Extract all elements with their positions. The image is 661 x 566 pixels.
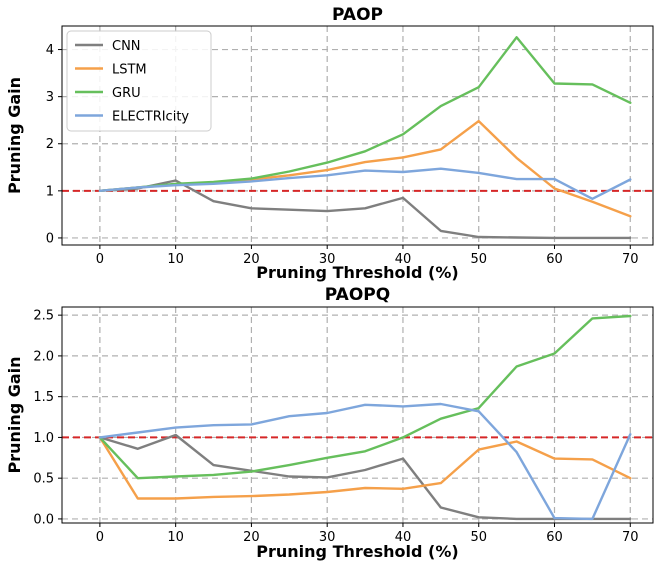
y-tick-label: 0.5 bbox=[33, 472, 54, 487]
x-tick-label: 60 bbox=[546, 252, 563, 267]
legend-label: ELECTRIcity bbox=[112, 110, 189, 125]
y-tick-label: 0 bbox=[46, 231, 54, 246]
y-tick-label: 2.0 bbox=[33, 349, 54, 364]
y-axis-label: Pruning Gain bbox=[5, 356, 24, 473]
x-tick-label: 10 bbox=[167, 252, 184, 267]
series-line-cnn bbox=[98, 179, 632, 240]
plot-frame bbox=[61, 25, 654, 246]
x-tick-label: 10 bbox=[167, 530, 184, 545]
x-tick-label: 30 bbox=[319, 530, 336, 545]
x-axis-label: Pruning Threshold (%) bbox=[256, 542, 458, 561]
chart-paopq: 0 10 20 30 40 50 60 70 0.0 0.5 1.0 1.5 2.0 2.5 PAOPQ Pr… bbox=[5, 285, 654, 561]
x-tick-label: 20 bbox=[243, 252, 260, 267]
x-tick-label: 40 bbox=[395, 530, 412, 545]
y-tick-label: 0.0 bbox=[33, 512, 54, 527]
x-tick-label: 0 bbox=[96, 530, 104, 545]
x-tick-label: 30 bbox=[319, 252, 336, 267]
x-tick-label: 20 bbox=[243, 530, 260, 545]
chart-paop: 0 10 20 30 40 50 60 70 0 1 2 3 4 PAOP Pruning Threshol… bbox=[5, 5, 654, 282]
y-tick-label: 2 bbox=[46, 137, 54, 152]
x-tick-label: 70 bbox=[622, 252, 639, 267]
y-tick-label: 1 bbox=[46, 184, 54, 199]
chart-title: PAOP bbox=[332, 5, 383, 25]
y-tick-label: 1.5 bbox=[33, 390, 54, 405]
series-line-cnn bbox=[98, 433, 632, 521]
x-tick-label: 50 bbox=[470, 252, 487, 267]
legend-label: CNN bbox=[112, 39, 141, 54]
x-tick-label: 0 bbox=[96, 252, 104, 267]
series-line-electricity bbox=[98, 402, 632, 521]
y-tick-label: 1.0 bbox=[33, 431, 54, 446]
x-tick-label: 40 bbox=[395, 252, 412, 267]
series-line-lstm bbox=[98, 119, 632, 218]
legend-label: LSTM bbox=[112, 63, 147, 78]
x-tick-label: 50 bbox=[470, 530, 487, 545]
y-tick-label: 4 bbox=[46, 43, 54, 58]
chart-title: PAOPQ bbox=[325, 285, 390, 305]
y-tick-label: 3 bbox=[46, 90, 54, 105]
x-tick-label: 70 bbox=[622, 530, 639, 545]
plot-frame bbox=[61, 306, 654, 524]
series-line-lstm bbox=[98, 436, 632, 500]
series-line-gru bbox=[98, 314, 632, 480]
legend-box bbox=[66, 30, 212, 132]
series-line-electricity bbox=[98, 167, 632, 201]
y-tick-label: 2.5 bbox=[33, 309, 54, 324]
y-axis-label: Pruning Gain bbox=[5, 77, 24, 194]
legend-label: GRU bbox=[112, 86, 141, 101]
x-axis-label: Pruning Threshold (%) bbox=[256, 263, 458, 282]
x-tick-label: 60 bbox=[546, 530, 563, 545]
series-line-gru bbox=[98, 36, 632, 193]
